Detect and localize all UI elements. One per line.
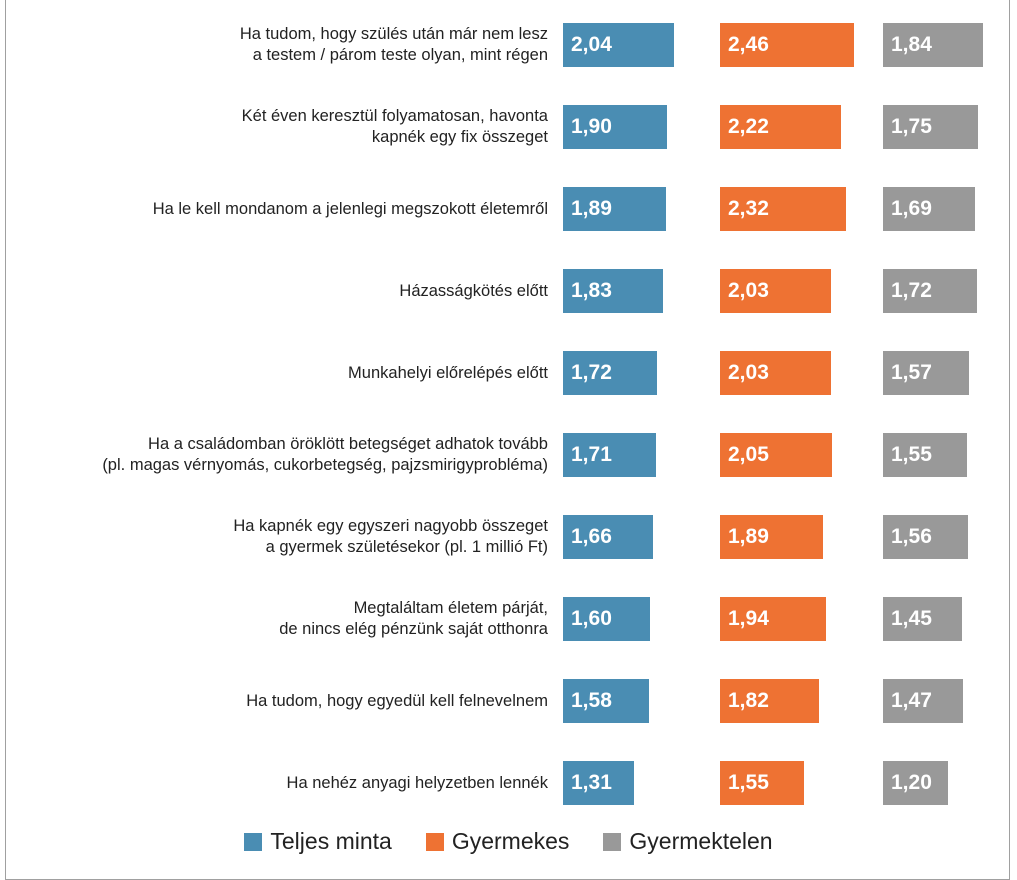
bar	[720, 679, 820, 723]
bar	[883, 105, 979, 149]
value-label: 1,75	[891, 115, 932, 138]
category-label: Ha tudom, hogy szülés után már nem lesz …	[239, 25, 548, 64]
bar	[563, 761, 635, 805]
value-label: 1,72	[891, 279, 932, 302]
legend: Teljes minta Gyermekes Gyermektelen	[0, 828, 1017, 855]
value-label: 1,82	[728, 689, 769, 712]
bar	[563, 515, 654, 559]
bar	[720, 597, 826, 641]
value-label: 1,66	[571, 525, 612, 548]
bar	[883, 269, 977, 313]
value-label: 1,90	[571, 115, 612, 138]
value-label: 2,05	[728, 443, 769, 466]
category-label: Házasságkötés előtt	[399, 281, 548, 300]
value-label: 2,03	[728, 279, 769, 302]
value-label: 1,45	[891, 607, 932, 630]
value-label: 1,71	[571, 443, 612, 466]
bar	[563, 351, 657, 395]
legend-label: Gyermektelen	[629, 828, 773, 854]
category-label: Ha nehéz anyagi helyzetben lennék	[286, 773, 548, 792]
bar	[883, 433, 968, 477]
bar	[883, 597, 963, 641]
legend-label: Gyermekes	[451, 828, 570, 854]
legend-swatch	[425, 832, 444, 851]
bar	[720, 351, 831, 395]
bar	[883, 187, 976, 231]
legend-swatch	[603, 832, 622, 851]
value-label: 1,94	[728, 607, 769, 630]
value-label: 1,89	[728, 525, 769, 548]
value-label: 2,46	[728, 33, 769, 56]
category-label: Ha kapnék egy egyszeri nagyobb összeget …	[233, 517, 548, 556]
legend-label: Teljes minta	[270, 828, 392, 854]
bar	[720, 105, 841, 149]
legend-item: Gyermekes	[425, 828, 570, 855]
value-label: 2,22	[728, 115, 769, 138]
value-label: 1,20	[891, 771, 932, 794]
value-label: 1,56	[891, 525, 932, 548]
value-label: 1,55	[891, 443, 932, 466]
bar	[563, 23, 675, 67]
bar	[563, 679, 650, 723]
value-label: 1,31	[571, 771, 612, 794]
value-label: 1,55	[728, 771, 769, 794]
bar	[720, 187, 847, 231]
value-label: 1,57	[891, 361, 932, 384]
legend-swatch	[244, 832, 263, 851]
bar	[720, 515, 823, 559]
category-label: Két éven keresztül folyamatosan, havonta…	[241, 107, 548, 146]
value-label: 1,84	[891, 33, 932, 56]
bar	[563, 187, 666, 231]
bar	[883, 761, 949, 805]
value-label: 1,69	[891, 197, 932, 220]
value-label: 2,03	[728, 361, 769, 384]
value-label: 1,60	[571, 607, 612, 630]
bar	[720, 269, 831, 313]
bar	[883, 515, 969, 559]
category-label: Ha a családomban öröklött betegséget adh…	[102, 435, 548, 474]
bar	[563, 269, 663, 313]
value-label: 2,32	[728, 197, 769, 220]
value-label: 1,58	[571, 689, 612, 712]
bar	[563, 105, 667, 149]
value-label: 2,04	[571, 33, 612, 56]
bar	[883, 23, 984, 67]
legend-item: Gyermektelen	[603, 828, 773, 855]
bar	[720, 761, 805, 805]
value-label: 1,89	[571, 197, 612, 220]
value-label: 1,47	[891, 689, 932, 712]
value-label: 1,72	[571, 361, 612, 384]
value-label: 1,83	[571, 279, 612, 302]
bar	[720, 433, 832, 477]
bar	[720, 23, 855, 67]
bar	[883, 351, 969, 395]
category-label: Megtaláltam életem párját, de nincs elég…	[279, 599, 548, 638]
legend-item: Teljes minta	[244, 828, 392, 855]
category-label: Ha tudom, hogy egyedül kell felnevelnem	[246, 691, 548, 710]
bar	[563, 597, 651, 641]
bar	[563, 433, 657, 477]
category-label: Ha le kell mondanom a jelenlegi megszoko…	[152, 199, 548, 218]
bar	[883, 679, 964, 723]
category-label: Munkahelyi előrelépés előtt	[348, 363, 548, 382]
